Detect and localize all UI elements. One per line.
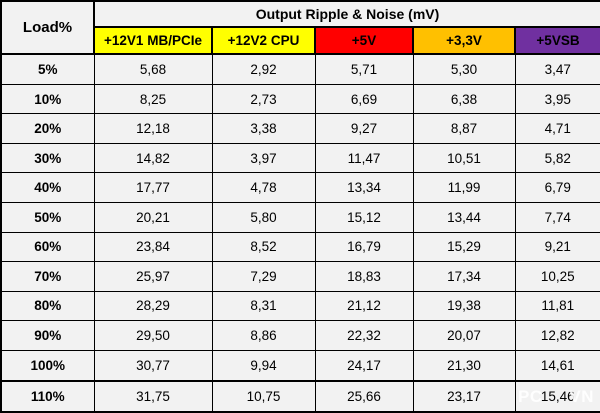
value-cell: 8,52: [211, 231, 316, 263]
table-title-row: Load% Output Ripple & Noise (mV): [0, 0, 600, 55]
value-cell: 5,71: [314, 53, 414, 85]
rail-header-row: +12V1 MB/PCIe +12V2 CPU +5V +3,3V +5VSB: [1, 26, 600, 55]
table-title: Output Ripple & Noise (mV): [92, 0, 600, 28]
value-cell: 7,29: [211, 261, 316, 292]
value-cell: 14,61: [514, 349, 600, 382]
value-cell: 8,25: [93, 83, 213, 115]
value-cell: 5,30: [412, 53, 516, 85]
load-cell: 70%: [0, 261, 95, 292]
value-cell: 7,74: [514, 202, 600, 233]
load-cell: 80%: [0, 290, 95, 322]
value-cell: 4,78: [211, 172, 316, 203]
value-cell: 21,12: [314, 290, 414, 322]
value-cell: 5,82: [514, 142, 600, 174]
value-cell: 13,34: [314, 172, 414, 203]
value-cell: 17,77: [93, 172, 213, 203]
value-cell: 25,66: [314, 379, 414, 413]
value-cell: 5,68: [93, 53, 213, 85]
value-cell: 23,17: [412, 379, 516, 413]
value-cell: 8,87: [412, 113, 516, 144]
load-cell: 90%: [0, 320, 95, 351]
rail-header-5: +5VSB: [513, 26, 600, 55]
value-cell: 3,38: [211, 113, 316, 144]
rail-header-3: +5V: [314, 26, 414, 55]
table-row: 40% 17,77 4,78 13,34 11,99 6,79: [0, 172, 600, 203]
rail-header-1: +12V1 MB/PCIe: [93, 26, 213, 55]
value-cell: 6,69: [314, 83, 414, 115]
rail-header-4: +3,3V: [412, 26, 516, 55]
value-cell: 3,97: [211, 142, 316, 174]
table-row: 10% 8,25 2,73 6,69 6,38 3,95: [0, 83, 600, 115]
value-cell: 30,77: [93, 349, 213, 382]
value-cell: 8,31: [211, 290, 316, 322]
load-cell: 50%: [0, 202, 95, 233]
value-cell: 31,75: [93, 379, 213, 413]
value-cell: 11,81: [514, 290, 600, 322]
value-cell: 9,94: [211, 349, 316, 382]
table-row: 70% 25,97 7,29 18,83 17,34 10,25: [0, 261, 600, 292]
load-cell: 10%: [0, 83, 95, 115]
value-cell: 12,82: [514, 320, 600, 351]
value-cell: 13,44: [412, 202, 516, 233]
load-cell: 60%: [0, 231, 95, 263]
value-cell: 11,47: [314, 142, 414, 174]
value-cell: 14,82: [93, 142, 213, 174]
value-cell: 17,34: [412, 261, 516, 292]
table-row: 20% 12,18 3,38 9,27 8,87 4,71: [0, 113, 600, 144]
value-cell: 16,79: [314, 231, 414, 263]
value-cell: 4,71: [514, 113, 600, 144]
value-cell: 9,21: [514, 231, 600, 263]
load-column-header: Load%: [0, 0, 95, 55]
table-row: 110% 31,75 10,75 25,66 23,17 15,46: [0, 379, 600, 413]
table-row: 80% 28,29 8,31 21,12 19,38 11,81: [0, 290, 600, 322]
value-cell: 18,83: [314, 261, 414, 292]
load-cell: 110%: [0, 379, 95, 413]
value-cell: 19,38: [412, 290, 516, 322]
value-cell: 10,25: [514, 261, 600, 292]
value-cell: 5,80: [211, 202, 316, 233]
value-cell: 15,29: [412, 231, 516, 263]
value-cell: 12,18: [93, 113, 213, 144]
value-cell: 2,92: [211, 53, 316, 85]
value-cell: 22,32: [314, 320, 414, 351]
value-cell: 6,38: [412, 83, 516, 115]
load-cell: 100%: [0, 349, 95, 382]
value-cell: 3,47: [514, 53, 600, 85]
load-cell: 40%: [0, 172, 95, 203]
value-cell: 20,21: [93, 202, 213, 233]
value-cell: 11,99: [412, 172, 516, 203]
table-row: 50% 20,21 5,80 15,12 13,44 7,74: [0, 202, 600, 233]
value-cell: 10,51: [412, 142, 516, 174]
value-cell: 3,95: [514, 83, 600, 115]
value-cell: 9,27: [314, 113, 414, 144]
value-cell: 2,73: [211, 83, 316, 115]
value-cell: 28,29: [93, 290, 213, 322]
value-cell: 6,79: [514, 172, 600, 203]
load-cell: 5%: [0, 53, 95, 85]
value-cell: 25,97: [93, 261, 213, 292]
value-cell: 21,30: [412, 349, 516, 382]
load-cell: 30%: [0, 142, 95, 174]
rail-header-2: +12V2 CPU: [211, 26, 316, 55]
table-row: 100% 30,77 9,94 24,17 21,30 14,61: [0, 349, 600, 382]
value-cell: 10,75: [211, 379, 316, 413]
value-cell: 15,12: [314, 202, 414, 233]
value-cell: 8,86: [211, 320, 316, 351]
value-cell: 15,46: [514, 379, 600, 413]
table-row: 90% 29,50 8,86 22,32 20,07 12,82: [0, 320, 600, 351]
table-row: 30% 14,82 3,97 11,47 10,51 5,82: [0, 142, 600, 174]
table-row: 5% 5,68 2,92 5,71 5,30 3,47: [0, 53, 600, 85]
load-cell: 20%: [0, 113, 95, 144]
value-cell: 20,07: [412, 320, 516, 351]
table-row: 60% 23,84 8,52 16,79 15,29 9,21: [0, 231, 600, 263]
value-cell: 23,84: [93, 231, 213, 263]
value-cell: 29,50: [93, 320, 213, 351]
value-cell: 24,17: [314, 349, 414, 382]
